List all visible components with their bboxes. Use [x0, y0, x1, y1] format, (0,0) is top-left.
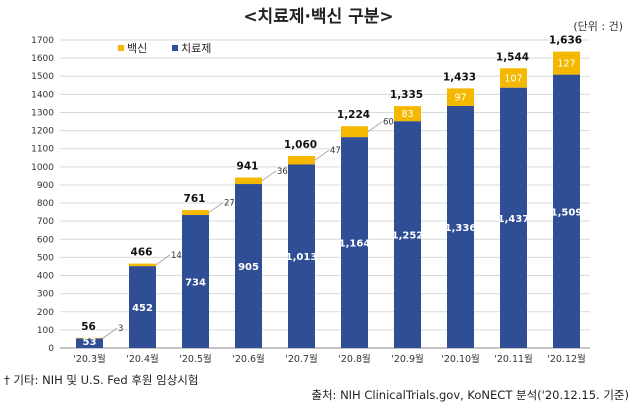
legend-swatch	[118, 45, 124, 51]
vaccine-value-label: 27	[224, 199, 235, 209]
y-tick-label: 100	[37, 326, 54, 336]
y-tick-label: 1500	[31, 72, 54, 82]
vaccine-leader-line	[261, 170, 277, 182]
treatment-value-label: 1,336	[445, 223, 477, 234]
x-tick-label: '20.7월	[285, 353, 318, 365]
bar-vaccine	[394, 106, 421, 122]
treatment-value-label: 452	[132, 303, 153, 314]
x-tick-label: '20.10월	[441, 353, 480, 365]
bar-vaccine	[447, 88, 474, 106]
treatment-value-label: 1,252	[392, 231, 424, 242]
y-tick-label: 1400	[31, 90, 54, 100]
bar-vaccine	[235, 177, 262, 185]
chart-title: <치료제·백신 구분>	[243, 7, 394, 27]
bars	[76, 51, 580, 349]
y-tick-label: 1700	[31, 36, 54, 46]
source-note: 출처: NIH ClinicalTrials.gov, KoNECT 분석('2…	[311, 388, 629, 402]
bar-treatment	[341, 137, 368, 348]
total-value-label: 1,060	[284, 139, 317, 151]
y-tick-label: 800	[37, 199, 54, 209]
total-value-label: 1,636	[549, 35, 582, 47]
x-tick-label: '20.11월	[494, 353, 533, 365]
legend-label: 백신	[127, 42, 147, 55]
y-tick-label: 900	[37, 181, 54, 191]
y-tick-label: 600	[37, 235, 54, 245]
total-value-label: 1,335	[390, 89, 423, 101]
vaccine-value-label: 3	[118, 324, 123, 334]
x-tick-label: '20.4월	[126, 353, 159, 365]
vaccine-value-label: 127	[557, 59, 575, 70]
bar-vaccine	[500, 68, 527, 88]
y-tick-label: 700	[37, 217, 54, 227]
y-axis: 0 100 200 300 400 500 600 700 800 900 1000 1100 1200…	[31, 36, 590, 354]
bar-treatment	[182, 215, 209, 348]
y-tick-label: 300	[37, 290, 54, 300]
bar-treatment	[129, 266, 156, 348]
bar-vaccine	[76, 337, 103, 339]
y-tick-label: 1600	[31, 54, 54, 64]
vaccine-value-label: 97	[454, 93, 466, 104]
bar-vaccine	[341, 126, 368, 138]
vaccine-value-label: 83	[401, 109, 413, 120]
vaccine-value-label: 107	[504, 73, 522, 84]
total-value-label: 761	[184, 193, 206, 205]
treatment-value-label: 734	[185, 278, 206, 289]
bar-treatment	[76, 338, 103, 348]
x-tick-label: '20.6월	[232, 353, 265, 365]
legend-swatch	[172, 45, 178, 51]
bar-vaccine	[182, 210, 209, 216]
x-tick-label: '20.5월	[179, 353, 212, 365]
footnote: † 기타: NIH 및 U.S. Fed 후원 임상시험	[4, 373, 199, 387]
bar-vaccine	[129, 263, 156, 267]
treatment-value-label: 905	[238, 262, 259, 273]
total-value-label: 1,544	[496, 51, 529, 63]
y-tick-label: 1100	[31, 145, 54, 155]
bar-treatment	[553, 74, 580, 348]
unit-label: (단위 : 건)	[573, 20, 623, 33]
vaccine-value-label: 36	[277, 167, 288, 177]
x-tick-label: '20.9월	[391, 353, 424, 365]
y-tick-label: 400	[37, 272, 54, 282]
y-tick-label: 1000	[31, 163, 54, 173]
treatment-value-label: 1,437	[498, 214, 530, 225]
vaccine-leader-line	[208, 202, 224, 213]
x-tick-label: '20.3월	[73, 353, 106, 365]
vaccine-leader-line	[314, 149, 330, 161]
vaccine-leader-line	[102, 327, 118, 339]
bar-treatment	[500, 87, 527, 348]
bar-treatment	[288, 164, 315, 348]
y-tick-label: 0	[48, 344, 54, 354]
y-tick-label: 200	[37, 308, 54, 318]
bar-vaccine	[553, 51, 580, 75]
treatment-value-label: 1,509	[551, 207, 583, 218]
total-value-label: 56	[81, 321, 96, 333]
vaccine-value-label: 14	[171, 251, 182, 261]
total-value-label: 466	[131, 247, 153, 259]
y-tick-label: 1300	[31, 108, 54, 118]
x-tick-label: '20.8월	[338, 353, 371, 365]
x-tick-label: '20.12월	[547, 353, 586, 365]
bar-treatment	[447, 105, 474, 348]
treatment-value-label: 53	[83, 337, 97, 348]
bar-labels: '20.3월 53 3 56 '20.4월 452 14 466 '20.5월 734 27 761 '…	[73, 35, 586, 365]
vaccine-value-label: 60	[383, 118, 394, 128]
stacked-bar-chart: 0 100 200 300 400 500 600 700 800 900 1000 1100 1200…	[31, 35, 590, 365]
legend: 백신 치료제	[118, 42, 211, 55]
vaccine-leader-line	[367, 121, 383, 133]
bar-treatment	[394, 121, 421, 349]
vaccine-value-label: 47	[330, 146, 341, 156]
bar-treatment	[235, 184, 262, 348]
y-tick-label: 500	[37, 253, 54, 263]
total-value-label: 1,224	[337, 109, 370, 121]
legend-label: 치료제	[181, 42, 211, 55]
treatment-value-label: 1,013	[286, 252, 318, 263]
total-value-label: 1,433	[443, 71, 476, 83]
bar-vaccine	[288, 155, 315, 165]
y-tick-label: 1200	[31, 127, 54, 137]
total-value-label: 941	[237, 161, 259, 173]
treatment-value-label: 1,164	[339, 239, 371, 250]
vaccine-leader-line	[155, 254, 171, 266]
